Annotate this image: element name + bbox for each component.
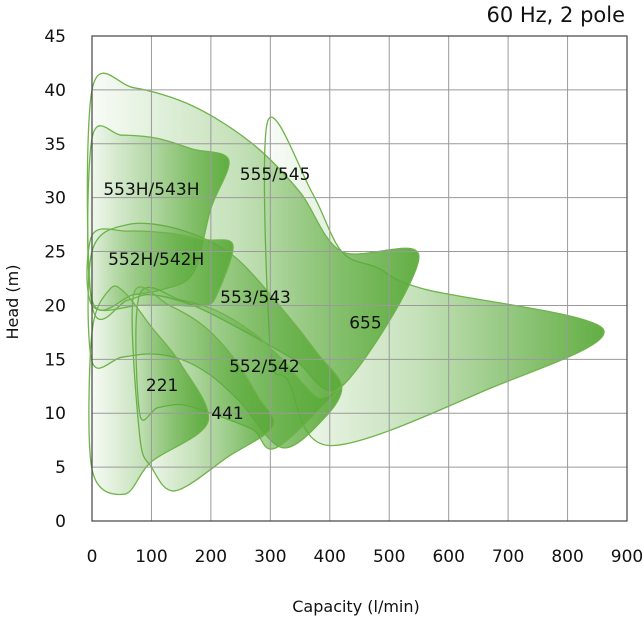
x-tick-label: 900: [611, 547, 643, 567]
y-tick-label: 45: [44, 27, 66, 47]
region-label-221: 221: [146, 376, 178, 396]
x-tick-label: 600: [432, 547, 464, 567]
x-tick-label: 500: [373, 547, 405, 567]
y-tick-label: 15: [44, 350, 66, 370]
y-tick-label: 40: [44, 81, 66, 101]
region-label-655: 655: [349, 314, 381, 334]
x-tick-label: 300: [254, 547, 286, 567]
y-axis-title: Head (m): [3, 265, 22, 340]
y-tick-label: 10: [44, 404, 66, 424]
tick-labels: 0 100 200 300 400 500 600 700 800 900 0 5 10 15 20 25 30…: [44, 27, 643, 567]
x-axis-title: Capacity (l/min): [292, 597, 420, 616]
chart-title: 60 Hz, 2 pole: [486, 3, 625, 27]
y-tick-label: 5: [55, 458, 66, 478]
x-tick-label: 400: [314, 547, 346, 567]
regions-layer: [86, 72, 605, 496]
region-221: [88, 285, 210, 496]
y-tick-label: 35: [44, 135, 66, 155]
x-tick-label: 700: [492, 547, 524, 567]
x-tick-label: 100: [135, 547, 167, 567]
y-tick-label: 20: [44, 296, 66, 316]
plot-frame: [91, 35, 628, 522]
y-tick-label: 25: [44, 243, 66, 263]
x-tick-label: 0: [87, 547, 98, 567]
x-tick-label: 800: [551, 547, 583, 567]
region-labels: 655 555/545 553/543 552/542 553H/543H 552H/54…: [103, 165, 381, 424]
y-tick-label: 30: [44, 189, 66, 209]
region-label-553h-543h: 553H/543H: [103, 180, 199, 200]
region-label-552h-542h: 552H/542H: [108, 250, 204, 270]
region-label-553-543: 553/543: [220, 288, 291, 308]
region-label-552-542: 552/542: [229, 357, 300, 377]
region-label-441: 441: [211, 404, 243, 424]
region-label-555-545: 555/545: [240, 165, 311, 185]
grid-layer: [91, 35, 628, 522]
y-tick-label: 0: [55, 512, 66, 532]
x-tick-label: 200: [195, 547, 227, 567]
